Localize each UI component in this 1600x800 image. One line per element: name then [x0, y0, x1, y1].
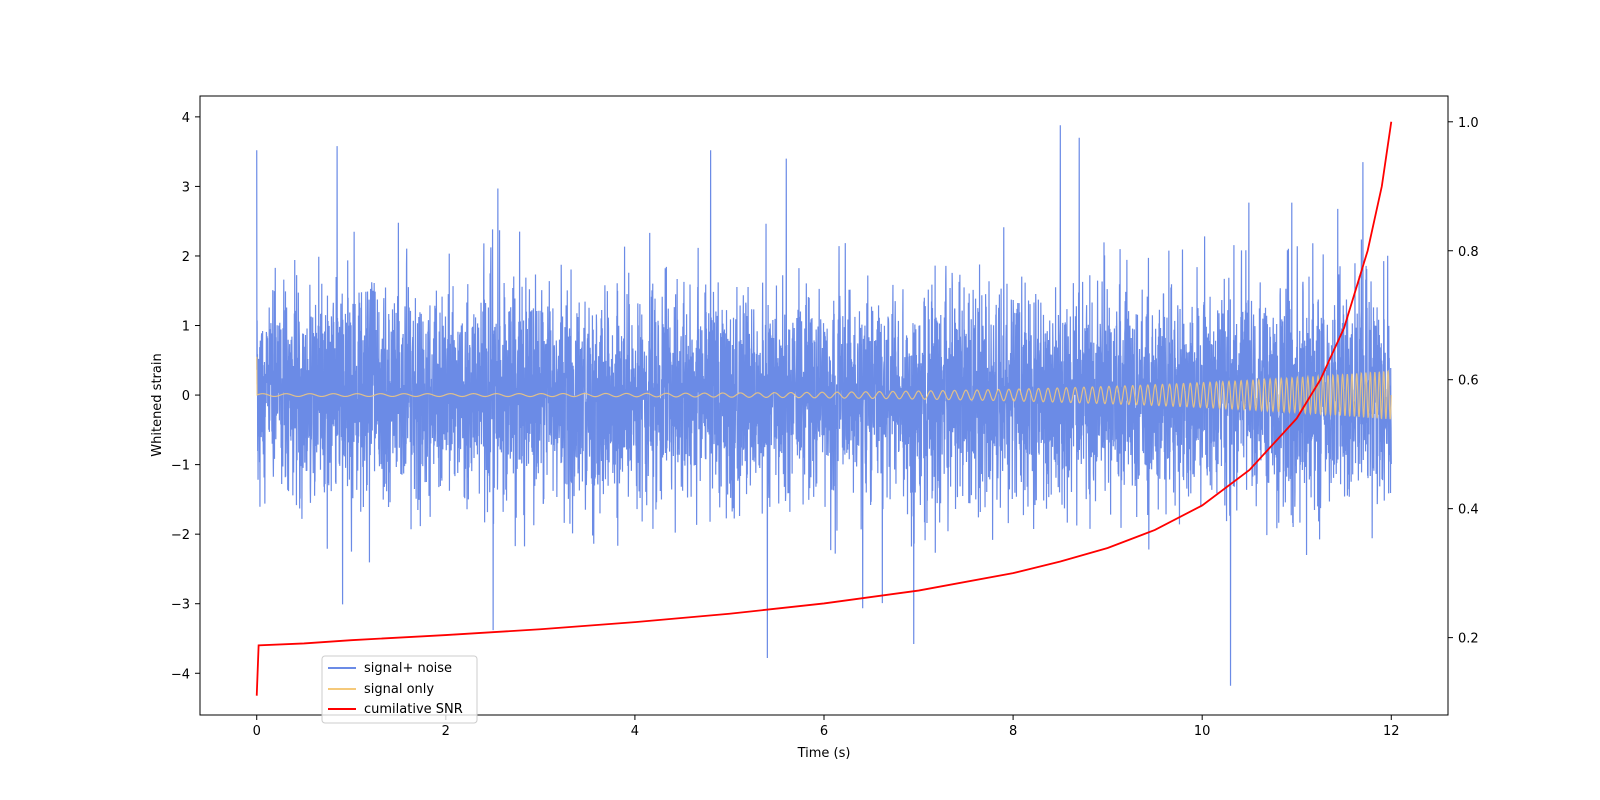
legend-label-signal-only: signal only: [364, 682, 434, 697]
y-tick-label: 1: [182, 320, 190, 335]
x-tick-label: 8: [1009, 724, 1017, 739]
series-line-signal-noise: [256, 125, 1392, 686]
y2-tick-label: 0.2: [1458, 632, 1479, 647]
y-tick-label: −3: [171, 598, 190, 613]
legend-label-cumulative-snr: cumilative SNR: [364, 702, 463, 717]
legend: signal+ noise signal only cumilative SNR: [321, 655, 478, 724]
y2-tick-label: 1.0: [1458, 116, 1479, 131]
x-tick-label: 10: [1194, 724, 1211, 739]
y-tick-label: −4: [171, 667, 190, 682]
y-tick-label: 4: [182, 111, 190, 126]
y2-tick-label: 0.6: [1458, 374, 1479, 389]
x-tick-label: 12: [1383, 724, 1400, 739]
y-axis-label: Whitened strain: [150, 353, 165, 456]
y-tick-label: 3: [182, 180, 190, 195]
noise-series-group: [256, 125, 1392, 686]
x-tick-label: 2: [442, 724, 450, 739]
y-tick-label: −1: [171, 459, 190, 474]
legend-label-signal-noise: signal+ noise: [364, 661, 452, 676]
y2-tick-label: 0.4: [1458, 503, 1479, 518]
series-line-signal-only: [256, 356, 1392, 420]
x-axis-label: Time (s): [797, 746, 851, 761]
legend-box: [321, 655, 478, 724]
x-tick-label: 6: [820, 724, 828, 739]
x-tick-label: 4: [631, 724, 639, 739]
x-tick-label: 0: [253, 724, 261, 739]
y2-tick-label: 0.8: [1458, 245, 1479, 260]
y-axis-left: −4 −3 −2 −1 0 1 2 3 4: [171, 111, 200, 682]
signal-series-group: [256, 356, 1392, 420]
y-axis-right: 0.2 0.4 0.6 0.8 1.0: [1448, 116, 1479, 647]
y-tick-label: −2: [171, 528, 190, 543]
y-tick-label: 0: [182, 389, 190, 404]
series-line-cumulative-snr: [255, 121, 1393, 696]
snr-series-group: [255, 121, 1393, 696]
y-tick-label: 2: [182, 250, 190, 265]
